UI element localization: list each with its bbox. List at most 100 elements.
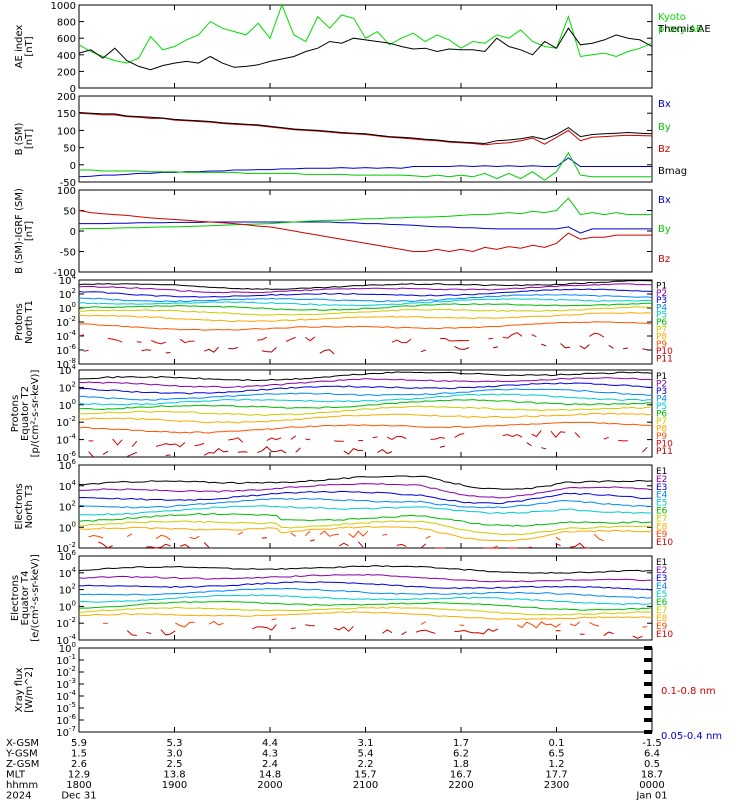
flux-channel-p11: [579, 344, 590, 350]
flux-channel-e9: [425, 535, 431, 540]
flux-channel-p11: [203, 447, 229, 456]
y-tick-mark: [644, 706, 652, 710]
flux-channel-p11: [295, 447, 301, 453]
y-tick-label: 0: [70, 84, 76, 95]
flux-channel-e1: [78, 475, 653, 490]
legend-entry: E1: [656, 558, 667, 568]
legend-entry: E9: [656, 530, 668, 540]
y-tick-mark: [644, 718, 652, 722]
flux-channel-e9: [555, 536, 561, 541]
panel-bsm: 200 150 100 50 0 -50 B (SM) [nT] Bx By Bz Bmag: [14, 92, 687, 189]
y-tick-label: -50: [60, 178, 76, 189]
y-tick-label: 10-6: [56, 713, 76, 727]
flux-channel-e10: [382, 629, 393, 634]
y-tick-label: 10-5: [56, 701, 76, 715]
y-axis-label: North T1: [24, 300, 35, 344]
legend-entry: Bz: [658, 144, 670, 155]
flux-channel-p10: [136, 341, 142, 343]
series-line-bmag: [78, 112, 653, 145]
series-line-by: [78, 197, 652, 230]
legend-entry: E8: [656, 522, 668, 532]
ephemeris-value: 16.7: [450, 770, 472, 781]
flux-channel-e9: [126, 533, 133, 538]
ephemeris-value: 5.3: [167, 738, 183, 749]
y-axis-label: Equator T2: [20, 386, 31, 441]
flux-channel-e10: [98, 541, 113, 549]
legend-entry: 0.1-0.8 nm: [661, 686, 716, 697]
panel-ae: 1000 800 600 400 200 0 AE index [nT] Kyotoproxy …: [14, 1, 711, 95]
y-tick-label: 100: [59, 301, 76, 315]
flux-channel-p10: [386, 436, 407, 440]
y-tick-mark: [644, 730, 652, 734]
legend-entry: P11: [656, 447, 673, 457]
flux-channel-p11: [83, 349, 89, 352]
flux-channel-e8: [78, 611, 653, 621]
y-tick-label: 200: [57, 67, 76, 78]
legend-entry: E5: [656, 590, 667, 600]
flux-channel-e9: [189, 535, 200, 540]
y-tick-label: 0: [70, 227, 76, 238]
panel-frame: [78, 647, 653, 733]
legend-entry: P9: [656, 340, 667, 350]
series-line-bx: [78, 157, 652, 178]
legend-entry: E4: [656, 491, 668, 501]
flux-channel-e10: [570, 542, 590, 549]
y-tick-label: 10-3: [56, 677, 76, 691]
flux-channel-p10: [372, 436, 378, 439]
y-tick-label: 100: [59, 599, 76, 613]
flux-channel-p10: [618, 439, 628, 442]
flux-channel-e4: [78, 497, 653, 509]
flux-channel-p5: [78, 298, 653, 307]
ephemeris-value: 2.5: [167, 759, 183, 770]
panel-ee: 106 104 102 100 10-2 10-4 Electrons Equator T4[…: [10, 549, 673, 647]
ephemeris-value: 2200: [448, 780, 473, 791]
panel-bigrf: 100 50 0 -50 -100 B (SM)-IGRF (SM) [nT] Bx By Bz: [14, 186, 671, 279]
panel-frame: [78, 555, 653, 641]
y-tick-label: -50: [60, 248, 76, 259]
y-tick-label: 10-2: [56, 541, 76, 555]
legend-entry: E7: [656, 606, 667, 616]
y-tick-label: 10-2: [56, 315, 76, 329]
legend-entry: E3: [656, 483, 667, 493]
flux-channel-e5: [78, 505, 652, 516]
flux-channel-p4: [78, 388, 652, 401]
flux-channel-p2: [78, 377, 653, 389]
flux-channel-e2: [78, 573, 653, 583]
flux-channel-p6: [78, 302, 652, 311]
y-tick-mark: [644, 646, 652, 650]
flux-channel-p10: [589, 332, 605, 338]
flux-channel-p11: [257, 446, 287, 454]
ephemeris-row-label: hhmm: [6, 780, 38, 791]
flux-channel-e9: [516, 621, 561, 629]
legend-entry: P4: [656, 303, 667, 313]
flux-channel-e9: [420, 621, 426, 625]
flux-channel-p10: [107, 337, 123, 343]
y-tick-label: 10-7: [56, 725, 76, 739]
flux-channel-e10: [338, 542, 349, 547]
flux-channel-p9: [78, 421, 653, 434]
flux-channel-p11: [526, 442, 532, 447]
legend-entry: P3: [656, 296, 667, 306]
flux-channel-e10: [555, 543, 561, 546]
flux-channel-p2: [78, 283, 652, 294]
y-tick-label: 102: [59, 500, 76, 514]
ephemeris-value: 6.2: [453, 749, 469, 760]
flux-channel-p11: [560, 343, 571, 349]
ephemeris-value: 0000: [639, 780, 664, 791]
ephemeris-value: 1.5: [71, 749, 87, 760]
legend-entry: P1: [656, 282, 667, 292]
y-tick-label: 102: [59, 583, 76, 597]
flux-channel-e9: [88, 534, 104, 539]
ephemeris-row-label: Z-GSM: [6, 759, 39, 770]
y-tick-label: 1000: [51, 1, 76, 12]
ephemeris-value: 6.4: [644, 749, 660, 760]
flux-channel-p11: [377, 448, 393, 454]
flux-channel-p9: [78, 321, 653, 331]
flux-channel-e10: [309, 539, 316, 542]
y-axis-label: [p/(cm²-s-sr-keV)]: [30, 370, 41, 458]
y-tick-label: 0: [70, 161, 76, 172]
flux-channel-p11: [204, 346, 219, 353]
flux-channel-e10: [396, 543, 407, 547]
y-tick-label: 10-4: [56, 433, 76, 447]
